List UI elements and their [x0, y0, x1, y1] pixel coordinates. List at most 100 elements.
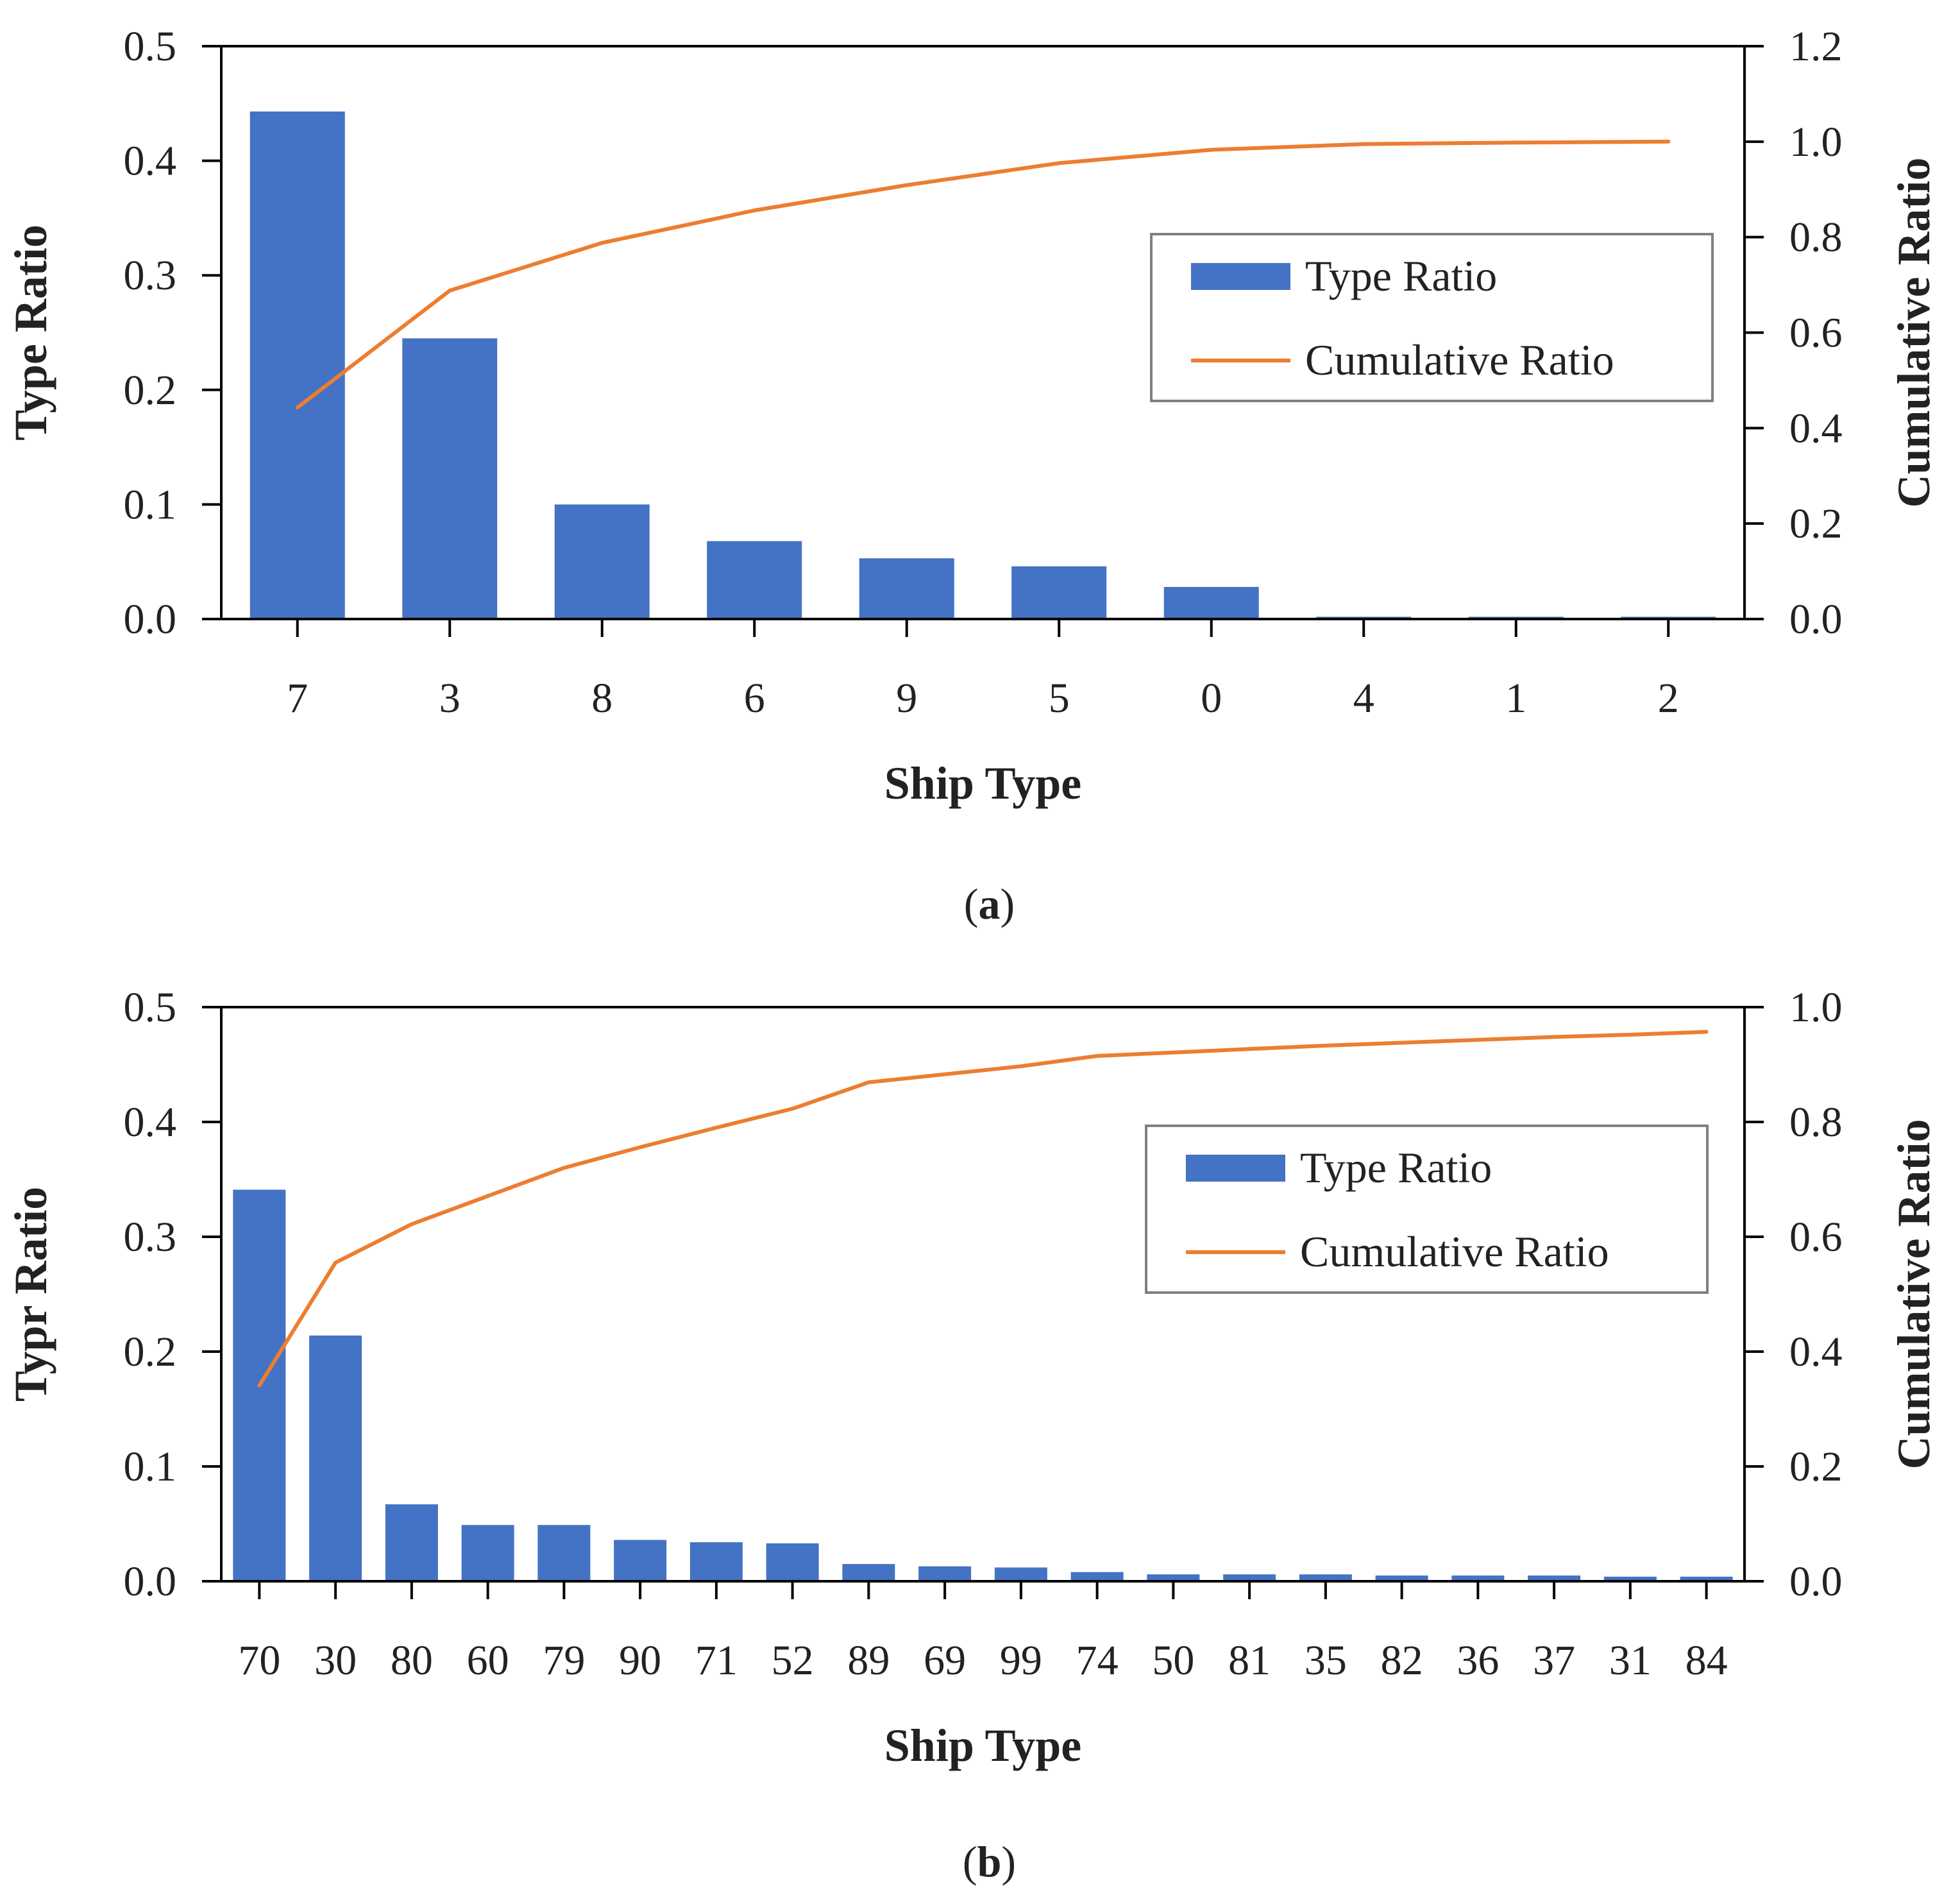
bar-60	[461, 1525, 514, 1581]
left-y-tick-label: 0.3	[124, 1214, 177, 1261]
bar-9	[859, 558, 954, 619]
bar-37	[1528, 1575, 1581, 1581]
left-y-tick-label: 0.2	[124, 367, 177, 414]
left-y-tick-label: 0.1	[124, 481, 177, 528]
x-axis-title: Ship Type	[884, 758, 1082, 809]
legend-box	[1145, 1125, 1709, 1294]
x-tick-label: 37	[1533, 1637, 1575, 1684]
right-y-axis-title: Cumulative Ratio	[1888, 158, 1939, 508]
panel-label-open: (	[964, 879, 979, 928]
legend-swatch-type-ratio	[1186, 1155, 1285, 1182]
bar-35	[1299, 1574, 1352, 1581]
legend-label-cumulative-ratio: Cumulative Ratio	[1300, 1227, 1609, 1276]
x-tick-label: 80	[391, 1637, 433, 1684]
left-y-tick-label: 0.0	[124, 596, 177, 643]
cumulative-ratio-line	[295, 139, 1671, 410]
left-y-tick-label: 0.4	[124, 1099, 177, 1146]
left-y-axis-title: Type Ratio	[5, 225, 56, 441]
bar-99	[994, 1567, 1047, 1581]
left-y-tick-label: 0.4	[124, 138, 177, 185]
cumulative-ratio-line	[257, 1030, 1709, 1388]
left-y-tick-label: 0.2	[124, 1329, 177, 1375]
bar-80	[385, 1504, 438, 1581]
right-y-tick-label: 0.8	[1789, 214, 1843, 261]
x-tick-label: 6	[744, 675, 765, 722]
x-tick-label: 90	[619, 1637, 661, 1684]
bar-81	[1223, 1574, 1276, 1581]
bar-79	[537, 1525, 591, 1581]
x-tick-label: 60	[467, 1637, 509, 1684]
bar-31	[1603, 1576, 1657, 1581]
panel-label: (b)	[963, 1837, 1016, 1886]
x-tick-label: 50	[1152, 1637, 1194, 1684]
right-y-tick-label: 1.0	[1789, 119, 1843, 166]
right-y-tick-label: 0.6	[1789, 310, 1843, 357]
bar-3	[402, 338, 498, 619]
x-tick-label: 3	[439, 675, 460, 722]
left-y-tick-label: 0.3	[124, 252, 177, 299]
legend-label-type-ratio: Type Ratio	[1305, 251, 1497, 300]
legend-label-type-ratio: Type Ratio	[1300, 1143, 1492, 1192]
right-y-tick-label: 1.0	[1789, 984, 1843, 1031]
x-tick-label: 81	[1228, 1637, 1271, 1684]
bar-6	[707, 541, 802, 619]
right-y-tick-label: 0.0	[1789, 1558, 1843, 1605]
x-tick-label: 71	[695, 1637, 738, 1684]
x-tick-label: 99	[1000, 1637, 1042, 1684]
panel-label-letter: a	[979, 879, 1001, 928]
x-tick-label: 35	[1305, 1637, 1347, 1684]
bar-74	[1070, 1572, 1124, 1581]
x-tick-label: 89	[847, 1637, 890, 1684]
left-y-tick-label: 0.0	[124, 1558, 177, 1605]
right-y-tick-label: 0.2	[1789, 1443, 1843, 1490]
right-y-tick-label: 0.8	[1789, 1099, 1843, 1146]
x-tick-label: 1	[1505, 675, 1526, 722]
right-y-axis-title: Cumulative Ratio	[1888, 1119, 1939, 1470]
bar-84	[1680, 1576, 1733, 1581]
bar-82	[1375, 1575, 1428, 1581]
x-tick-label: 52	[772, 1637, 814, 1684]
panel-label: (a)	[964, 879, 1015, 928]
left-y-tick-label: 0.5	[124, 23, 177, 70]
x-tick-label: 7	[287, 675, 308, 722]
x-tick-label: 79	[543, 1637, 585, 1684]
left-y-tick-label: 0.5	[124, 984, 177, 1031]
x-axis-title: Ship Type	[884, 1720, 1082, 1771]
bar-0	[1163, 586, 1259, 619]
bar-89	[842, 1564, 895, 1581]
chart-panel-b: 0.0 0.1 0.2 0.3 0.4 0.5 0.0 0.2 0.4 0.6 0.8 1.0 70 30…	[5, 984, 1939, 1886]
legend-label-cumulative-ratio: Cumulative Ratio	[1305, 335, 1614, 384]
bar-8	[554, 504, 650, 619]
panel-label-open: (	[963, 1837, 977, 1886]
left-y-tick-label: 0.1	[124, 1443, 177, 1490]
right-y-tick-label: 0.0	[1789, 596, 1843, 643]
x-tick-label: 30	[314, 1637, 357, 1684]
bar-52	[766, 1543, 819, 1581]
right-y-tick-label: 0.4	[1789, 405, 1843, 452]
panel-label-letter: b	[977, 1837, 1002, 1886]
x-tick-label: 0	[1201, 675, 1222, 722]
x-tick-label: 4	[1353, 675, 1374, 722]
panel-label-close: )	[1001, 1837, 1016, 1886]
x-tick-label: 70	[238, 1637, 280, 1684]
x-tick-label: 9	[896, 675, 917, 722]
x-tick-label: 74	[1076, 1637, 1119, 1684]
x-tick-label: 31	[1609, 1637, 1652, 1684]
right-y-tick-label: 0.4	[1789, 1329, 1843, 1375]
x-tick-label: 82	[1381, 1637, 1423, 1684]
chart-panel-a: 0.0 0.1 0.2 0.3 0.4 0.5 0.0 0.2 0.4 0.6 0.8 1.0 1.2 7…	[5, 23, 1939, 928]
left-y-axis-title: Typr Ratio	[5, 1187, 56, 1402]
x-tick-label: 69	[924, 1637, 966, 1684]
bar-69	[918, 1566, 972, 1581]
legend-box	[1150, 233, 1714, 402]
bar-36	[1451, 1575, 1505, 1581]
bar-5	[1011, 566, 1107, 619]
legend-swatch-type-ratio	[1191, 263, 1290, 290]
panel-label-close: )	[1001, 879, 1015, 928]
right-y-tick-label: 0.6	[1789, 1214, 1843, 1261]
bar-90	[614, 1540, 667, 1581]
bar-30	[309, 1335, 362, 1581]
bar-71	[689, 1542, 743, 1581]
